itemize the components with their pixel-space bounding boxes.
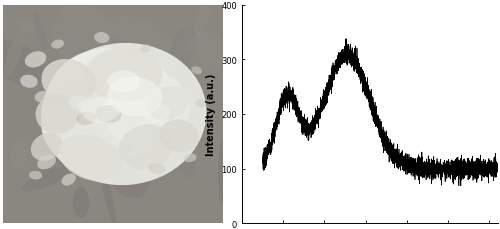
Ellipse shape — [102, 72, 190, 148]
Ellipse shape — [73, 187, 90, 218]
Ellipse shape — [148, 163, 166, 174]
Ellipse shape — [109, 16, 170, 51]
Ellipse shape — [98, 58, 119, 77]
Ellipse shape — [192, 67, 202, 75]
Ellipse shape — [148, 61, 174, 88]
Ellipse shape — [41, 82, 140, 169]
Ellipse shape — [41, 44, 206, 185]
Ellipse shape — [82, 152, 96, 201]
Ellipse shape — [68, 96, 90, 111]
Ellipse shape — [118, 125, 173, 169]
Ellipse shape — [90, 164, 144, 183]
Ellipse shape — [176, 155, 196, 178]
Ellipse shape — [36, 95, 80, 134]
Ellipse shape — [25, 52, 46, 68]
Ellipse shape — [58, 1, 114, 53]
Ellipse shape — [17, 20, 34, 35]
Ellipse shape — [4, 32, 24, 78]
Ellipse shape — [76, 112, 96, 125]
Ellipse shape — [21, 165, 76, 192]
Ellipse shape — [47, 49, 178, 158]
Ellipse shape — [51, 40, 64, 49]
Ellipse shape — [149, 31, 201, 73]
Ellipse shape — [53, 23, 82, 74]
Ellipse shape — [10, 137, 36, 170]
Ellipse shape — [170, 28, 197, 70]
Ellipse shape — [37, 155, 56, 170]
Ellipse shape — [62, 174, 76, 186]
Ellipse shape — [34, 91, 50, 103]
Ellipse shape — [108, 77, 162, 117]
Ellipse shape — [100, 165, 116, 227]
Ellipse shape — [94, 33, 110, 44]
Ellipse shape — [167, 81, 195, 111]
Ellipse shape — [82, 97, 122, 123]
Ellipse shape — [186, 39, 196, 55]
Ellipse shape — [154, 74, 172, 135]
Ellipse shape — [186, 32, 226, 73]
Ellipse shape — [102, 139, 150, 199]
Ellipse shape — [144, 105, 170, 124]
Ellipse shape — [29, 171, 42, 180]
Ellipse shape — [100, 63, 125, 93]
Ellipse shape — [85, 48, 162, 103]
Ellipse shape — [60, 61, 110, 86]
Ellipse shape — [0, 40, 44, 86]
Ellipse shape — [20, 75, 38, 88]
Ellipse shape — [55, 148, 88, 167]
Ellipse shape — [146, 87, 190, 121]
Y-axis label: Intensity (a.u.): Intensity (a.u.) — [206, 74, 216, 155]
Ellipse shape — [108, 71, 140, 93]
Ellipse shape — [195, 0, 218, 35]
Ellipse shape — [41, 145, 56, 183]
Ellipse shape — [58, 135, 122, 181]
Ellipse shape — [31, 133, 62, 161]
Ellipse shape — [140, 45, 151, 53]
Ellipse shape — [184, 154, 196, 162]
Ellipse shape — [218, 142, 226, 203]
Ellipse shape — [138, 48, 160, 69]
Ellipse shape — [159, 120, 198, 153]
Ellipse shape — [196, 99, 206, 108]
Ellipse shape — [33, 12, 47, 51]
Ellipse shape — [42, 60, 96, 104]
Ellipse shape — [95, 106, 122, 123]
